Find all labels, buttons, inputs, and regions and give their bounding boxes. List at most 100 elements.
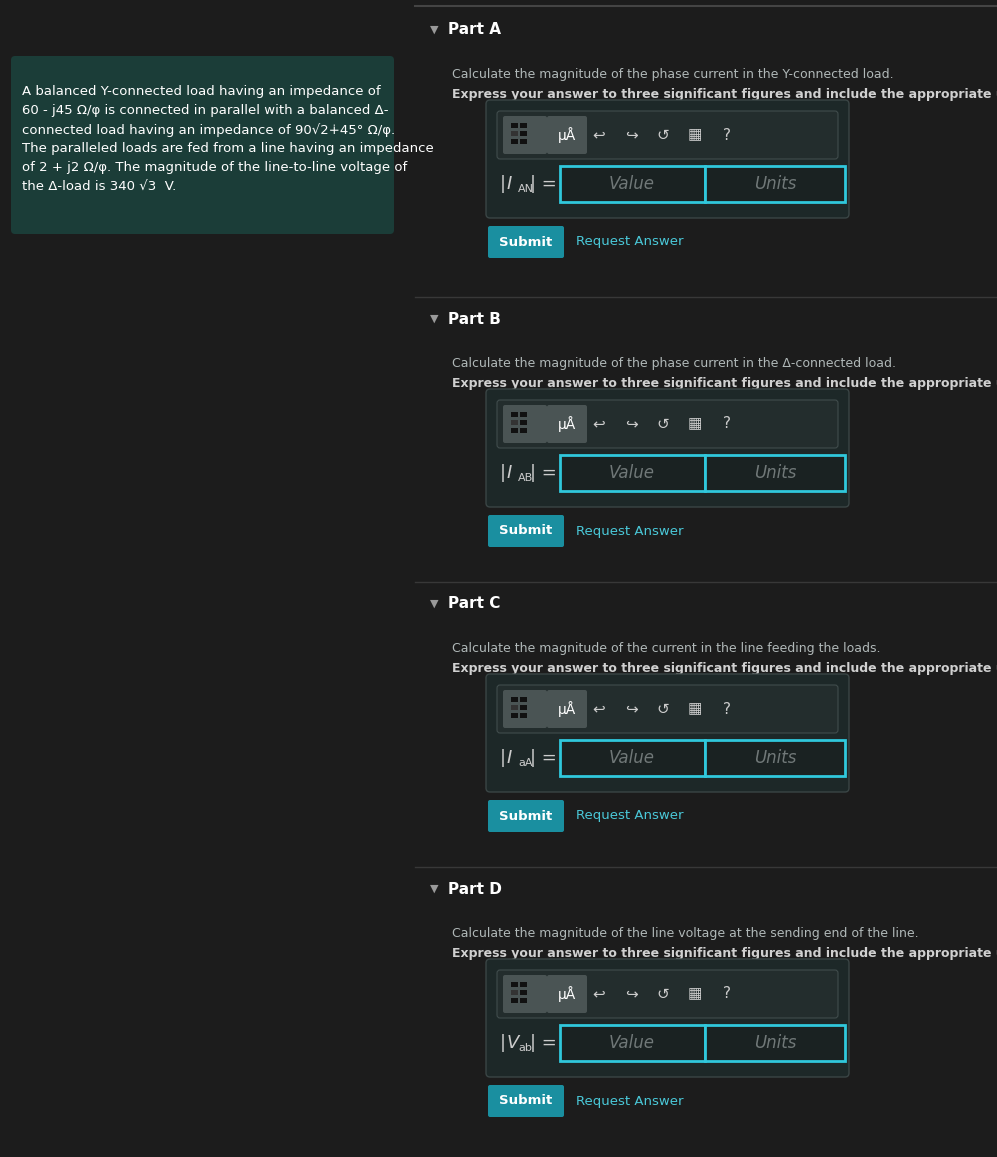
Text: Units: Units [754, 749, 797, 767]
Bar [520, 428, 527, 433]
Text: I: I [507, 749, 512, 767]
Text: ▼: ▼ [430, 599, 439, 609]
Text: Request Answer: Request Answer [576, 236, 684, 249]
Text: V: V [507, 1034, 519, 1052]
Bar [705, 455, 845, 491]
FancyBboxPatch shape [11, 56, 394, 234]
Text: ↩: ↩ [592, 127, 605, 142]
FancyBboxPatch shape [488, 515, 564, 547]
Bar [511, 420, 518, 425]
FancyBboxPatch shape [486, 100, 849, 218]
FancyBboxPatch shape [497, 400, 838, 448]
Bar [560, 455, 705, 491]
Bar [520, 139, 527, 143]
FancyBboxPatch shape [503, 405, 547, 443]
Text: ▼: ▼ [430, 314, 439, 324]
Text: |: | [500, 175, 506, 193]
Text: Part D: Part D [448, 882, 501, 897]
Text: AN: AN [518, 184, 534, 194]
Bar [520, 412, 527, 417]
Bar [520, 705, 527, 710]
FancyBboxPatch shape [486, 389, 849, 507]
Bar [520, 990, 527, 995]
Text: Part B: Part B [448, 311, 500, 326]
Text: ↪: ↪ [625, 701, 637, 716]
Text: ↺: ↺ [657, 127, 669, 142]
Text: Submit: Submit [499, 524, 552, 538]
Text: |: | [500, 749, 506, 767]
Text: ↺: ↺ [657, 701, 669, 716]
Text: ▦: ▦ [688, 701, 702, 716]
Text: of 2 + j2 Ω/φ. The magnitude of the line-to-line voltage of: of 2 + j2 Ω/φ. The magnitude of the line… [22, 161, 407, 174]
Bar [511, 412, 518, 417]
Bar [520, 123, 527, 128]
Text: ↪: ↪ [625, 987, 637, 1002]
Bar [520, 697, 527, 702]
Text: Value: Value [609, 175, 655, 193]
FancyBboxPatch shape [497, 111, 838, 159]
Text: | =: | = [530, 1034, 556, 1052]
Bar [705, 165, 845, 202]
FancyBboxPatch shape [497, 685, 838, 734]
Text: Express your answer to three significant figures and include the appropriate uni: Express your answer to three significant… [452, 88, 997, 101]
Bar [705, 740, 845, 776]
Bar [511, 123, 518, 128]
Text: Units: Units [754, 175, 797, 193]
Text: Submit: Submit [499, 236, 552, 249]
FancyBboxPatch shape [486, 959, 849, 1077]
Text: Value: Value [609, 464, 655, 482]
Bar [511, 428, 518, 433]
Text: ↪: ↪ [625, 417, 637, 432]
FancyBboxPatch shape [547, 690, 587, 728]
Text: Value: Value [609, 749, 655, 767]
Text: ▦: ▦ [688, 417, 702, 432]
Text: |: | [500, 464, 506, 482]
Text: Part C: Part C [448, 597, 500, 612]
Bar [511, 131, 518, 137]
FancyBboxPatch shape [547, 405, 587, 443]
FancyBboxPatch shape [488, 799, 564, 832]
Text: the Δ-load is 340 √3  V.: the Δ-load is 340 √3 V. [22, 180, 176, 193]
FancyBboxPatch shape [547, 975, 587, 1014]
Bar [511, 713, 518, 718]
Text: Value: Value [609, 1034, 655, 1052]
Text: ↩: ↩ [592, 701, 605, 716]
Text: | =: | = [530, 175, 556, 193]
Text: | =: | = [530, 749, 556, 767]
Text: 60 - j45 Ω/φ is connected in parallel with a balanced Δ-: 60 - j45 Ω/φ is connected in parallel wi… [22, 104, 389, 117]
Text: Units: Units [754, 464, 797, 482]
Text: ↺: ↺ [657, 417, 669, 432]
Bar [511, 998, 518, 1003]
Text: μÅ: μÅ [558, 701, 576, 717]
Text: ▼: ▼ [430, 25, 439, 35]
Bar [560, 1025, 705, 1061]
FancyBboxPatch shape [503, 690, 547, 728]
Text: A balanced Y-connected load having an impedance of: A balanced Y-connected load having an im… [22, 84, 381, 98]
Text: μÅ: μÅ [558, 417, 576, 432]
FancyBboxPatch shape [497, 970, 838, 1018]
Text: ?: ? [723, 701, 731, 716]
Bar [511, 697, 518, 702]
Text: Calculate the magnitude of the line voltage at the sending end of the line.: Calculate the magnitude of the line volt… [452, 927, 918, 939]
Text: μÅ: μÅ [558, 127, 576, 143]
Bar [511, 982, 518, 987]
Text: Submit: Submit [499, 1095, 552, 1107]
Bar [511, 705, 518, 710]
Text: Calculate the magnitude of the current in the line feeding the loads.: Calculate the magnitude of the current i… [452, 642, 880, 655]
Text: Part A: Part A [448, 22, 501, 37]
Text: | =: | = [530, 464, 556, 482]
Text: ↺: ↺ [657, 987, 669, 1002]
Bar [520, 131, 527, 137]
Text: ?: ? [723, 987, 731, 1002]
Text: Submit: Submit [499, 810, 552, 823]
Text: ?: ? [723, 417, 731, 432]
FancyBboxPatch shape [486, 675, 849, 793]
FancyBboxPatch shape [503, 975, 547, 1014]
Bar [520, 982, 527, 987]
Text: aA: aA [518, 758, 532, 768]
FancyBboxPatch shape [488, 226, 564, 258]
Bar [560, 740, 705, 776]
FancyBboxPatch shape [503, 116, 547, 154]
Text: Express your answer to three significant figures and include the appropriate uni: Express your answer to three significant… [452, 377, 997, 390]
Bar [520, 420, 527, 425]
